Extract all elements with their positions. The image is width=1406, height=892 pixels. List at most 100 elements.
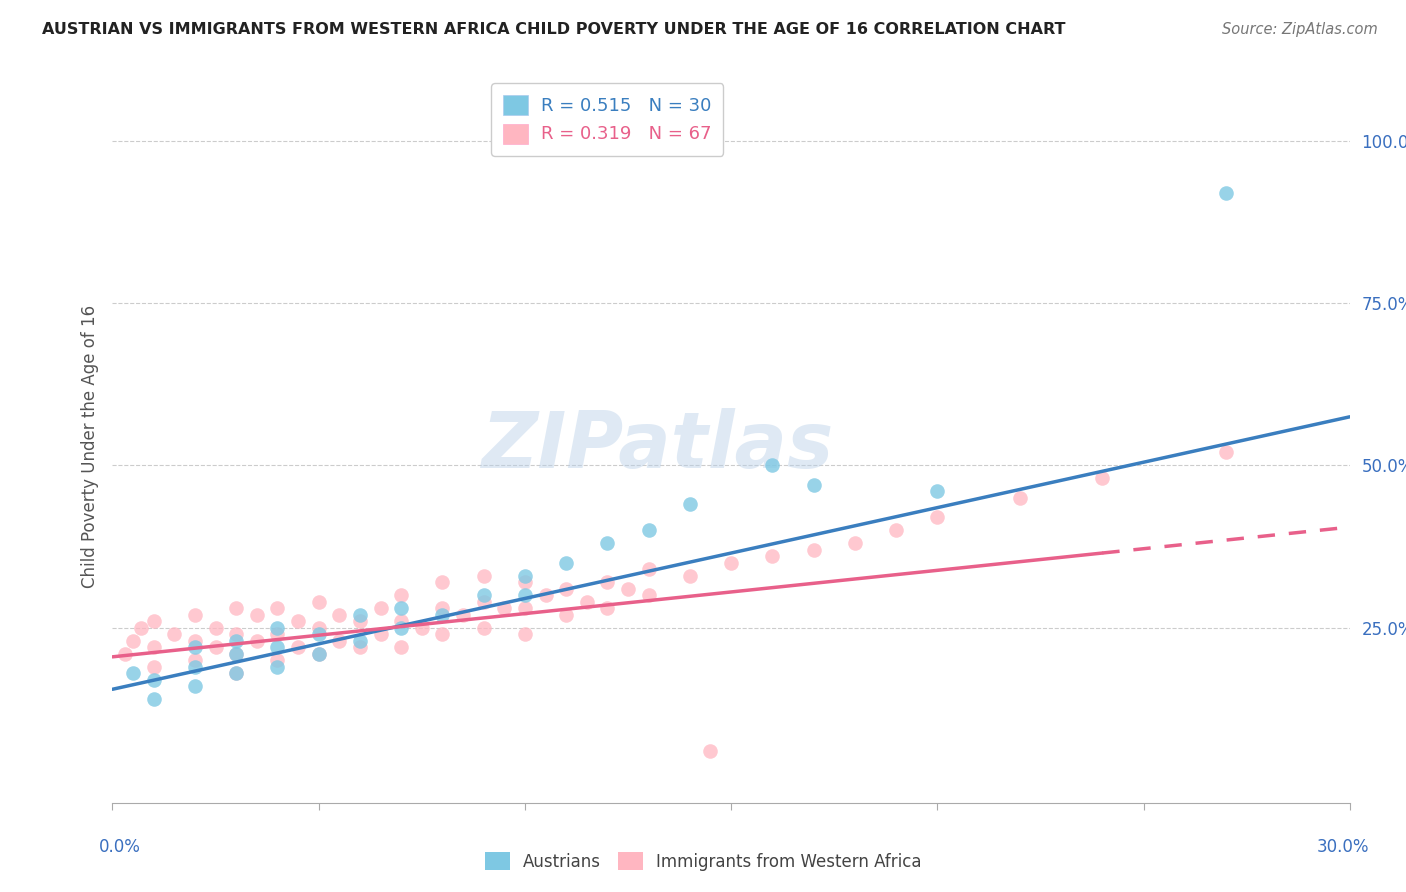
Point [617,582,640,596]
Text: ZIPatlas: ZIPatlas [481,408,832,484]
Point [555,582,578,596]
Point [308,621,330,635]
Point [596,536,619,550]
Point [513,627,536,641]
Point [349,607,371,622]
Point [308,595,330,609]
Point [142,614,165,628]
Point [761,549,783,564]
Point [513,601,536,615]
Point [411,621,433,635]
Point [266,627,288,641]
Point [494,601,516,615]
Point [432,575,454,590]
Point [432,627,454,641]
Point [679,497,702,511]
Point [225,633,247,648]
Point [184,679,207,693]
Legend: R = 0.515   N = 30, R = 0.319   N = 67: R = 0.515 N = 30, R = 0.319 N = 67 [491,83,724,155]
Text: 30.0%: 30.0% [1316,838,1369,856]
Point [720,556,742,570]
Point [287,614,309,628]
Point [246,633,269,648]
Point [513,588,536,602]
Point [308,647,330,661]
Point [349,614,371,628]
Point [266,640,288,654]
Point [225,627,247,641]
Legend: Austrians, Immigrants from Western Africa: Austrians, Immigrants from Western Afric… [477,844,929,880]
Point [204,621,226,635]
Point [142,692,165,706]
Point [803,478,825,492]
Point [225,666,247,681]
Point [534,588,557,602]
Point [472,588,495,602]
Point [637,562,659,576]
Text: AUSTRIAN VS IMMIGRANTS FROM WESTERN AFRICA CHILD POVERTY UNDER THE AGE OF 16 COR: AUSTRIAN VS IMMIGRANTS FROM WESTERN AFRI… [42,22,1066,37]
Point [184,640,207,654]
Point [679,568,702,582]
Point [1215,445,1237,459]
Point [803,542,825,557]
Point [308,647,330,661]
Point [1008,491,1031,505]
Point [389,601,412,615]
Point [225,647,247,661]
Point [927,510,949,524]
Point [370,627,392,641]
Point [389,614,412,628]
Point [1215,186,1237,200]
Point [432,607,454,622]
Point [513,575,536,590]
Point [184,633,207,648]
Point [637,588,659,602]
Point [122,666,145,681]
Point [389,621,412,635]
Point [844,536,866,550]
Text: 0.0%: 0.0% [98,838,141,856]
Point [451,607,474,622]
Point [122,633,145,648]
Y-axis label: Child Poverty Under the Age of 16: Child Poverty Under the Age of 16 [80,304,98,588]
Point [389,588,412,602]
Point [596,601,619,615]
Point [142,673,165,687]
Point [472,595,495,609]
Point [699,744,721,758]
Point [761,458,783,473]
Point [389,640,412,654]
Point [225,666,247,681]
Point [131,621,153,635]
Point [432,601,454,615]
Point [184,653,207,667]
Point [370,601,392,615]
Point [287,640,309,654]
Point [225,601,247,615]
Point [184,659,207,673]
Point [328,633,350,648]
Point [266,601,288,615]
Point [328,607,350,622]
Point [555,607,578,622]
Point [266,659,288,673]
Text: Source: ZipAtlas.com: Source: ZipAtlas.com [1222,22,1378,37]
Point [472,621,495,635]
Point [575,595,598,609]
Point [308,627,330,641]
Point [884,524,907,538]
Point [927,484,949,499]
Point [513,568,536,582]
Point [349,640,371,654]
Point [596,575,619,590]
Point [204,640,226,654]
Point [114,647,136,661]
Point [637,524,659,538]
Point [142,659,165,673]
Point [225,647,247,661]
Point [266,621,288,635]
Point [349,633,371,648]
Point [266,653,288,667]
Point [472,568,495,582]
Point [246,607,269,622]
